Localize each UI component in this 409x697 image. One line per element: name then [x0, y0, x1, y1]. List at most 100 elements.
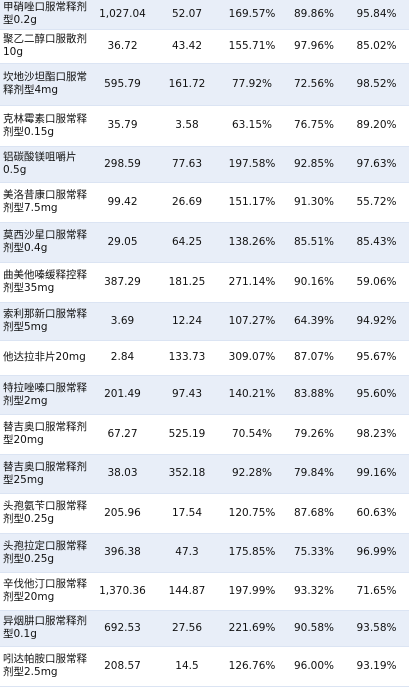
value-cell-1: 298.59 [91, 146, 154, 183]
value-cell-5: 85.43% [344, 222, 409, 263]
drug-name-cell: 索利那新口服常释剂型5mg [0, 302, 91, 341]
value-cell-3: 271.14% [220, 262, 284, 303]
value-cell-3: 138.26% [220, 222, 284, 263]
table-row: 克林霉素口服常释剂型0.15g 35.79 3.58 63.15% 76.75% 89.2… [0, 105, 409, 147]
value-cell-4: 90.58% [284, 610, 344, 647]
value-cell-3: 197.99% [220, 572, 284, 611]
drug-name-cell: 铝碳酸镁咀嚼片0.5g [0, 146, 91, 183]
table-row: 索利那新口服常释剂型5mg 3.69 12.24 107.27% 64.39% 94.92… [0, 302, 409, 341]
value-cell-5: 71.65% [344, 572, 409, 611]
value-cell-4: 64.39% [284, 302, 344, 341]
value-cell-3: 140.21% [220, 375, 284, 415]
value-cell-2: 26.69 [154, 182, 220, 223]
drug-name-cell: 替吉奥口服常释剂型20mg [0, 414, 91, 455]
table-row: 替吉奥口服常释剂型20mg 67.27 525.19 70.54% 79.26% 98.2… [0, 414, 409, 455]
value-cell-1: 99.42 [91, 182, 154, 223]
value-cell-1: 1,027.04 [91, 0, 154, 30]
table-row: 头孢氨苄口服常释剂型0.25g 205.96 17.54 120.75% 87.68% 6… [0, 493, 409, 534]
value-cell-5: 94.92% [344, 302, 409, 341]
table-row: 异烟肼口服常释剂型0.1g 692.53 27.56 221.69% 90.58% 93.… [0, 610, 409, 647]
drug-name-cell: 坎地沙坦酯口服常释剂型4mg [0, 63, 91, 106]
table-row: 替吉奥口服常释剂型25mg 38.03 352.18 92.28% 79.84% 99.1… [0, 454, 409, 494]
value-cell-2: 161.72 [154, 63, 220, 106]
value-cell-2: 3.58 [154, 105, 220, 147]
value-cell-1: 36.72 [91, 29, 154, 64]
value-cell-4: 93.32% [284, 572, 344, 611]
value-cell-1: 692.53 [91, 610, 154, 647]
value-cell-3: 155.71% [220, 29, 284, 64]
value-cell-2: 64.25 [154, 222, 220, 263]
value-cell-5: 60.63% [344, 493, 409, 534]
value-cell-4: 83.88% [284, 375, 344, 415]
value-cell-5: 99.16% [344, 454, 409, 494]
drug-name-cell: 曲美他嗪缓释控释剂型35mg [0, 262, 91, 303]
value-cell-4: 87.07% [284, 340, 344, 376]
value-cell-4: 72.56% [284, 63, 344, 106]
value-cell-4: 92.85% [284, 146, 344, 183]
value-cell-2: 181.25 [154, 262, 220, 303]
table-row: 他达拉非片20mg 2.84 133.73 309.07% 87.07% 95.67% [0, 340, 409, 376]
table-row: 莫西沙星口服常释剂型0.4g 29.05 64.25 138.26% 85.51% 85.… [0, 222, 409, 263]
value-cell-1: 595.79 [91, 63, 154, 106]
table-row: 美洛昔康口服常释剂型7.5mg 99.42 26.69 151.17% 91.30% 55… [0, 182, 409, 223]
value-cell-4: 91.30% [284, 182, 344, 223]
value-cell-5: 93.58% [344, 610, 409, 647]
value-cell-3: 175.85% [220, 533, 284, 573]
drug-name-cell: 聚乙二醇口服散剂10g [0, 29, 91, 64]
value-cell-4: 85.51% [284, 222, 344, 263]
value-cell-1: 29.05 [91, 222, 154, 263]
value-cell-2: 47.3 [154, 533, 220, 573]
drug-name-cell: 特拉唑嗪口服常释剂型2mg [0, 375, 91, 415]
value-cell-1: 208.57 [91, 646, 154, 687]
table-row: 曲美他嗪缓释控释剂型35mg 387.29 181.25 271.14% 90.16% 5… [0, 262, 409, 303]
value-cell-5: 97.63% [344, 146, 409, 183]
value-cell-3: 151.17% [220, 182, 284, 223]
table-row: 甲硝唑口服常释剂型0.2g 1,027.04 52.07 169.57% 89.86% 9… [0, 0, 409, 30]
value-cell-2: 17.54 [154, 493, 220, 534]
table-row: 铝碳酸镁咀嚼片0.5g 298.59 77.63 197.58% 92.85% 97.63… [0, 146, 409, 183]
value-cell-3: 126.76% [220, 646, 284, 687]
value-cell-2: 52.07 [154, 0, 220, 30]
value-cell-5: 89.20% [344, 105, 409, 147]
value-cell-4: 90.16% [284, 262, 344, 303]
value-cell-3: 107.27% [220, 302, 284, 341]
value-cell-2: 14.5 [154, 646, 220, 687]
drug-name-cell: 他达拉非片20mg [0, 340, 91, 376]
value-cell-4: 87.68% [284, 493, 344, 534]
drug-name-cell: 克林霉素口服常释剂型0.15g [0, 105, 91, 147]
value-cell-3: 63.15% [220, 105, 284, 147]
value-cell-1: 201.49 [91, 375, 154, 415]
value-cell-4: 97.96% [284, 29, 344, 64]
drug-name-cell: 美洛昔康口服常释剂型7.5mg [0, 182, 91, 223]
value-cell-2: 97.43 [154, 375, 220, 415]
value-cell-3: 120.75% [220, 493, 284, 534]
value-cell-3: 77.92% [220, 63, 284, 106]
table-row: 头孢拉定口服常释剂型0.25g 396.38 47.3 175.85% 75.33% 96… [0, 533, 409, 573]
value-cell-1: 396.38 [91, 533, 154, 573]
value-cell-2: 133.73 [154, 340, 220, 376]
value-cell-1: 67.27 [91, 414, 154, 455]
value-cell-3: 70.54% [220, 414, 284, 455]
value-cell-5: 95.67% [344, 340, 409, 376]
drug-name-cell: 头孢拉定口服常释剂型0.25g [0, 533, 91, 573]
value-cell-4: 96.00% [284, 646, 344, 687]
table-row: 特拉唑嗪口服常释剂型2mg 201.49 97.43 140.21% 83.88% 95.… [0, 375, 409, 415]
table-row: 吲达帕胺口服常释剂型2.5mg 208.57 14.5 126.76% 96.00% 93… [0, 646, 409, 687]
drug-name-cell: 莫西沙星口服常释剂型0.4g [0, 222, 91, 263]
value-cell-1: 2.84 [91, 340, 154, 376]
value-cell-3: 309.07% [220, 340, 284, 376]
table-row: 聚乙二醇口服散剂10g 36.72 43.42 155.71% 97.96% 85.02% [0, 29, 409, 64]
value-cell-4: 89.86% [284, 0, 344, 30]
drug-name-cell: 异烟肼口服常释剂型0.1g [0, 610, 91, 647]
drug-name-cell: 吲达帕胺口服常释剂型2.5mg [0, 646, 91, 687]
value-cell-2: 12.24 [154, 302, 220, 341]
value-cell-5: 55.72% [344, 182, 409, 223]
value-cell-2: 77.63 [154, 146, 220, 183]
value-cell-2: 43.42 [154, 29, 220, 64]
value-cell-3: 221.69% [220, 610, 284, 647]
value-cell-5: 93.19% [344, 646, 409, 687]
value-cell-3: 92.28% [220, 454, 284, 494]
drug-name-cell: 头孢氨苄口服常释剂型0.25g [0, 493, 91, 534]
